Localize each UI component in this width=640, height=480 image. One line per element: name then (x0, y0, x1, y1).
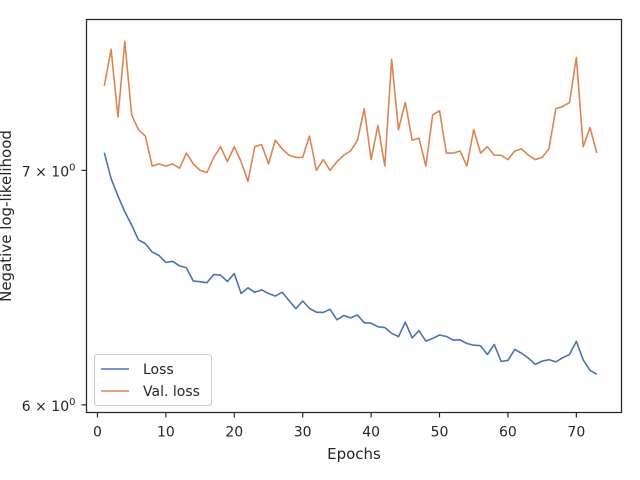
x-tick-label: 0 (93, 425, 102, 441)
x-axis: 0 10 20 30 40 50 60 70 (93, 412, 585, 441)
x-tick-label: 20 (225, 425, 243, 441)
series-layer (103, 40, 598, 375)
x-tick-label: 40 (362, 425, 380, 441)
series-line-loss (103, 152, 598, 375)
x-tick-label: 30 (294, 425, 312, 441)
legend-label-loss: Loss (143, 362, 174, 378)
y-axis: 6 × 100 7 × 100 (22, 162, 87, 415)
y-axis-label: Negative log-likelihood (0, 130, 15, 302)
x-tick-label: 10 (157, 425, 175, 441)
x-tick-label: 70 (567, 425, 585, 441)
y-tick-label: 6 × 100 (22, 397, 76, 415)
y-tick-label: 7 × 100 (22, 162, 76, 180)
x-tick-label: 60 (499, 425, 517, 441)
x-axis-label: Epochs (327, 445, 381, 463)
series-line-val-loss (103, 40, 598, 183)
legend-label-val-loss: Val. loss (143, 384, 200, 400)
legend: Loss Val. loss (94, 354, 212, 406)
x-tick-label: 50 (431, 425, 449, 441)
plot-frame (85, 18, 623, 414)
plot-area (86, 19, 622, 413)
legend-frame (94, 354, 212, 406)
